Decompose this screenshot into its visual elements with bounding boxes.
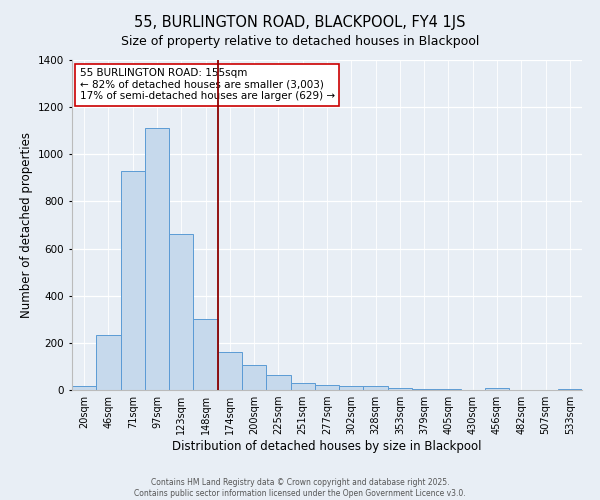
- Bar: [485, 388, 509, 390]
- Bar: [388, 388, 412, 390]
- Text: 55 BURLINGTON ROAD: 155sqm
← 82% of detached houses are smaller (3,003)
17% of s: 55 BURLINGTON ROAD: 155sqm ← 82% of deta…: [80, 68, 335, 102]
- Bar: [218, 352, 242, 390]
- Bar: [266, 374, 290, 390]
- Bar: [242, 365, 266, 390]
- Bar: [436, 389, 461, 390]
- Y-axis label: Number of detached properties: Number of detached properties: [20, 132, 32, 318]
- Bar: [339, 386, 364, 390]
- Bar: [558, 389, 582, 390]
- Bar: [290, 383, 315, 390]
- Bar: [72, 386, 96, 390]
- Bar: [193, 320, 218, 390]
- Bar: [121, 171, 145, 390]
- Text: Size of property relative to detached houses in Blackpool: Size of property relative to detached ho…: [121, 35, 479, 48]
- Bar: [315, 386, 339, 390]
- Text: Contains HM Land Registry data © Crown copyright and database right 2025.
Contai: Contains HM Land Registry data © Crown c…: [134, 478, 466, 498]
- Bar: [145, 128, 169, 390]
- X-axis label: Distribution of detached houses by size in Blackpool: Distribution of detached houses by size …: [172, 440, 482, 453]
- Bar: [96, 334, 121, 390]
- Bar: [169, 234, 193, 390]
- Text: 55, BURLINGTON ROAD, BLACKPOOL, FY4 1JS: 55, BURLINGTON ROAD, BLACKPOOL, FY4 1JS: [134, 15, 466, 30]
- Bar: [412, 389, 436, 390]
- Bar: [364, 386, 388, 390]
